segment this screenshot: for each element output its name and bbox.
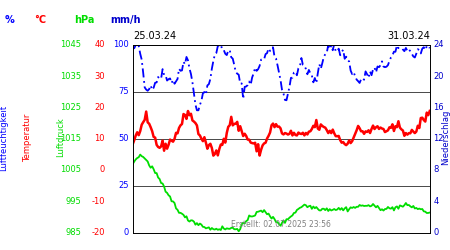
Text: 16: 16 xyxy=(433,103,444,112)
Text: 25: 25 xyxy=(119,181,129,190)
Text: 1045: 1045 xyxy=(60,40,81,50)
Text: 40: 40 xyxy=(94,40,105,50)
Text: 12: 12 xyxy=(433,134,444,143)
Text: 1025: 1025 xyxy=(60,103,81,112)
Text: 0: 0 xyxy=(124,228,129,237)
Text: 0: 0 xyxy=(99,166,105,174)
Text: mm/h: mm/h xyxy=(110,15,141,25)
Text: Niederschlag: Niederschlag xyxy=(441,110,450,165)
Text: Luftdruck: Luftdruck xyxy=(56,118,65,158)
Text: 50: 50 xyxy=(119,134,129,143)
Text: 20: 20 xyxy=(94,103,105,112)
Text: 985: 985 xyxy=(65,228,81,237)
Text: 20: 20 xyxy=(433,72,444,81)
Text: Erstellt: 02.07.2025 23:56: Erstellt: 02.07.2025 23:56 xyxy=(231,220,331,229)
Text: Temperatur: Temperatur xyxy=(23,113,32,162)
Text: 0: 0 xyxy=(433,228,439,237)
Text: 24: 24 xyxy=(433,40,444,50)
Text: %: % xyxy=(4,15,14,25)
Text: 100: 100 xyxy=(113,40,129,50)
Text: 4: 4 xyxy=(433,197,439,206)
Text: -10: -10 xyxy=(91,197,105,206)
Text: 30: 30 xyxy=(94,72,105,81)
Text: 8: 8 xyxy=(433,166,439,174)
Text: 995: 995 xyxy=(65,197,81,206)
Text: hPa: hPa xyxy=(74,15,94,25)
Text: °C: °C xyxy=(34,15,46,25)
Text: 10: 10 xyxy=(94,134,105,143)
Text: 1035: 1035 xyxy=(60,72,81,81)
Text: 25.03.24: 25.03.24 xyxy=(133,31,176,41)
Text: -20: -20 xyxy=(91,228,105,237)
Text: 31.03.24: 31.03.24 xyxy=(387,31,430,41)
Text: Luftfeuchtigkeit: Luftfeuchtigkeit xyxy=(0,104,8,170)
Text: 75: 75 xyxy=(118,87,129,96)
Text: 1015: 1015 xyxy=(60,134,81,143)
Text: 1005: 1005 xyxy=(60,166,81,174)
